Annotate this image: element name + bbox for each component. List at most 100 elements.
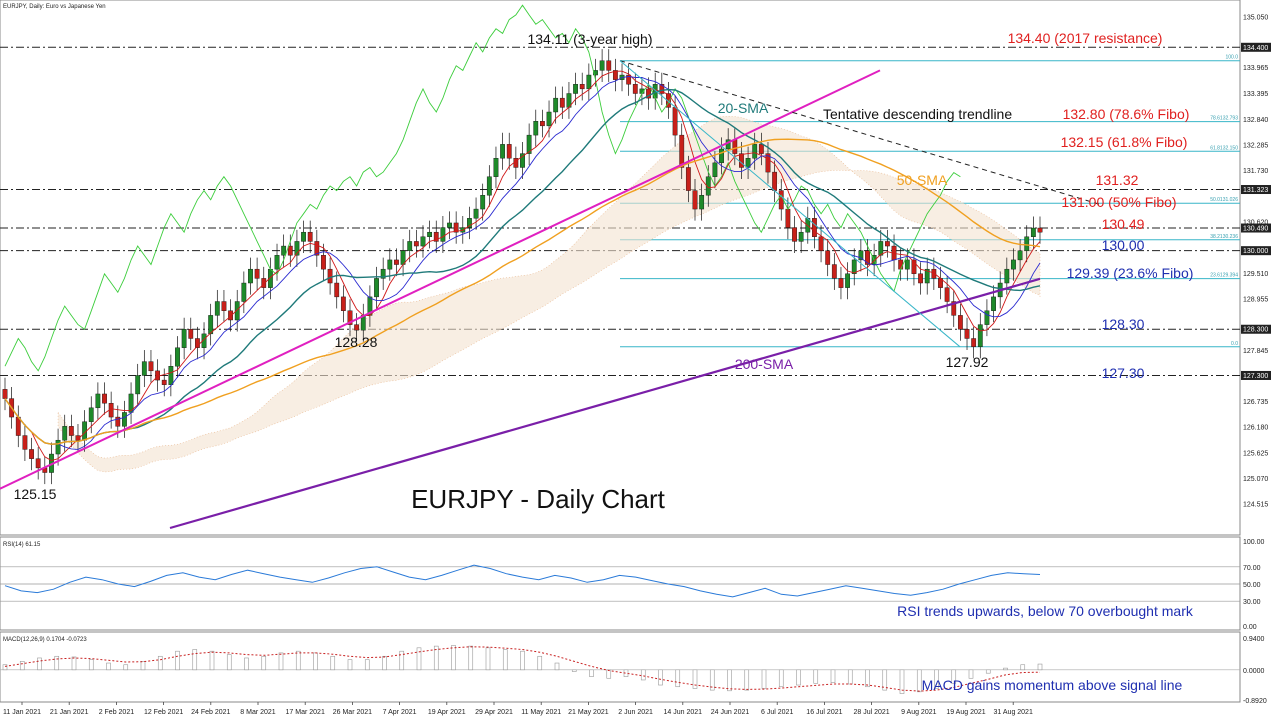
candle-down [2, 389, 8, 399]
candle-down [732, 139, 738, 154]
macd-bar [830, 669, 836, 683]
macd-bar [37, 657, 42, 671]
candle-up [480, 194, 486, 210]
macd-bar [589, 669, 594, 677]
candle-down [679, 134, 685, 168]
candle-up [234, 301, 240, 321]
rsi-line [4, 564, 1041, 598]
price-tick-label: 127.845 [1243, 348, 1268, 355]
candle-down [971, 338, 977, 348]
candle-up [407, 241, 413, 251]
header-macd: MACD(12,26,9) 0.1704 -0.0723 [3, 637, 87, 643]
macd-bar [226, 654, 232, 671]
candle-down [632, 84, 638, 94]
candle-up [88, 407, 94, 422]
tenkan-line [4, 70, 1041, 461]
candle-down [685, 167, 691, 191]
fibo-label: 61.8132.150 [1210, 145, 1238, 151]
macd-bar [140, 661, 146, 671]
macd-tick-label: 0.0000 [1243, 668, 1265, 675]
candle-down [394, 259, 399, 265]
macd-bar [451, 645, 456, 671]
candle-up [1030, 227, 1036, 237]
macd-bar [106, 662, 111, 671]
macd-bar [2, 664, 8, 671]
price-tick-box [1241, 42, 1271, 52]
x-tick-label: 24 Jun 2021 [711, 709, 750, 716]
descending-trendline [619, 60, 1101, 205]
macd-bar [554, 662, 560, 671]
candle-down [155, 370, 160, 381]
candle-up [845, 273, 850, 288]
candle-up [1017, 250, 1023, 261]
candle-down [612, 70, 618, 80]
candle-down [838, 278, 844, 288]
price-annotation: 134.40 (2017 resistance) [1008, 30, 1163, 46]
x-tick-label: 21 May 2021 [568, 709, 609, 716]
price-tick-label: 134.400 [1243, 45, 1268, 52]
candle-down [321, 255, 326, 270]
macd-tick-label: 0.9400 [1243, 636, 1265, 643]
ascending-trendline [0, 69, 881, 490]
20-sma-line [4, 88, 1041, 445]
candle-up [241, 282, 247, 302]
candle-up [274, 255, 280, 270]
candle-down [334, 282, 340, 298]
candle-up [858, 250, 864, 261]
x-tick-label: 19 Apr 2021 [428, 709, 466, 716]
price-tick-label: 127.300 [1243, 373, 1268, 380]
macd-bar [295, 650, 301, 671]
candle-down [758, 144, 764, 154]
candle-up [122, 412, 127, 427]
candle-down [307, 231, 313, 242]
x-tick-label: 19 Aug 2021 [946, 709, 985, 716]
candle-up [447, 222, 452, 228]
macd-bar [934, 669, 939, 689]
candle-up [387, 259, 393, 270]
candle-down [825, 250, 831, 265]
candle-down [659, 84, 665, 94]
price-tick-label: 125.070 [1243, 476, 1268, 483]
candle-down [433, 231, 439, 242]
candle-up [878, 241, 884, 256]
price-tick-label: 128.955 [1243, 296, 1268, 303]
x-tick-label: 28 Jul 2021 [853, 709, 889, 716]
candle-down [22, 435, 28, 450]
x-tick-label: 24 Feb 2021 [191, 709, 230, 716]
candle-down [818, 236, 824, 251]
candle-down [115, 416, 121, 427]
candle-down [672, 107, 678, 136]
candle-down [68, 426, 74, 436]
price-tick-label: 124.515 [1243, 502, 1268, 509]
candle-up [533, 121, 539, 136]
candle-down [957, 315, 963, 330]
macd-bar [261, 655, 267, 671]
macd-bar [123, 664, 129, 671]
x-tick-label: 21 Jan 2021 [50, 709, 89, 716]
candle-up [486, 176, 492, 196]
macd-bar [54, 655, 60, 671]
candle-up [851, 259, 857, 274]
candle-down [221, 301, 227, 311]
macd-bar [520, 650, 525, 671]
x-tick-label: 12 Feb 2021 [144, 709, 183, 716]
macd-bar [502, 649, 508, 671]
macd-bar [796, 669, 801, 686]
x-tick-label: 16 Jul 2021 [806, 709, 842, 716]
candle-up [420, 236, 426, 247]
candle-up [168, 366, 174, 385]
candle-down [327, 268, 333, 284]
candle-down [911, 259, 917, 274]
candle-up [55, 439, 61, 455]
candle-up [573, 84, 578, 94]
macd-bar [640, 669, 646, 681]
price-tick-label: 128.300 [1243, 327, 1268, 334]
price-annotation: 129.39 (23.6% Fibo) [1067, 265, 1194, 281]
x-tick-label: 7 Apr 2021 [383, 709, 417, 716]
price-tick-label: 132.285 [1243, 143, 1268, 150]
x-tick-label: 14 Jun 2021 [664, 709, 703, 716]
x-tick-label: 31 Aug 2021 [994, 709, 1033, 716]
rsi-tick-label: 30.00 [1243, 599, 1261, 606]
macd-bar [968, 669, 974, 679]
candle-down [918, 273, 923, 284]
